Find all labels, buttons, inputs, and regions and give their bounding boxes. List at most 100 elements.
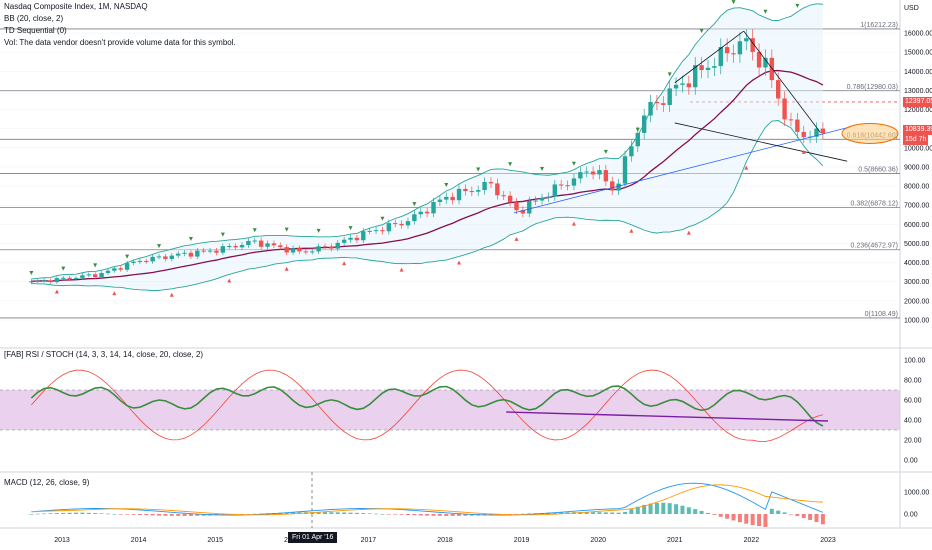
candle-body [622,156,628,184]
macd-histogram-bar [597,512,602,514]
macd-histogram-bar [163,514,168,516]
macd-histogram-bar [125,514,130,515]
macd-histogram-bar [393,514,398,515]
symbol-title[interactable]: Nasdaq Composite Index, 1M, NASDAQ [4,2,148,11]
time-tick-label: 2020 [590,537,606,544]
macd-pane[interactable]: 1000.00 0.00 [29,482,929,527]
candle-body [705,67,711,71]
price-tick-label: 8000.00 [904,184,929,191]
candle-body [86,274,92,276]
macd-histogram-bar [788,514,793,515]
wedge-line-a [674,30,744,84]
td-sell-marker [667,72,672,77]
macd-histogram-bar [661,502,666,514]
candle-body [163,256,168,259]
trendlines[interactable] [513,30,899,214]
candle-body [475,190,481,192]
macd-histogram-bar [86,512,91,514]
candle-body [520,210,526,214]
candle-body [424,211,430,214]
macd-tick-label: 1000.00 [904,490,929,497]
macd-histogram-bar [99,513,104,514]
candle-body [578,172,583,179]
macd-histogram-bar [552,512,557,514]
candle-body [73,277,79,279]
macd-histogram-bar [654,502,659,514]
bb-indicator-legend[interactable]: BB (20, close, 2) [4,14,64,23]
macd-histogram-bar [361,513,366,514]
candle-body [801,131,806,138]
fib-retracement[interactable]: 1(16212.23)0.786(12980.03)0.618(10442.60… [0,22,900,321]
crosshair-date-label: Fri 01 Apr '16 [288,532,338,543]
time-tick-label: 2023 [820,537,836,544]
macd-histogram-bar [731,514,736,521]
td-buy-marker [112,291,117,296]
rsi-stoch-legend[interactable]: [FAB] RSI / STOCH (14, 3, 3, 14, 14, clo… [4,350,204,359]
td-sell-marker [444,183,449,188]
bb-basis-line [31,69,824,282]
candle-body [744,38,749,42]
time-tick-label: 2018 [437,537,453,544]
candle-body [795,119,800,132]
macd-legend[interactable]: MACD (12, 26, close, 9) [4,478,90,487]
macd-histogram-bar [418,514,423,516]
macd-histogram-bar [399,514,404,515]
td-sell-marker [157,244,162,249]
macd-histogram-bar [74,512,79,514]
candle-body [303,251,309,253]
candle-body [195,250,200,257]
macd-histogram-bar [157,514,162,516]
candle-body [431,201,436,214]
macd-histogram-bar [176,514,181,516]
price-tick-label: 15000.00 [904,50,932,57]
candle-body [469,191,475,193]
td-sell-marker [348,226,353,231]
candle-body [533,200,538,202]
macd-histogram-bar [808,514,813,520]
candle-body [718,47,723,67]
candle-body [271,243,277,246]
candle-body [571,178,577,186]
td-sell-marker [795,3,800,8]
candle-body [616,183,621,191]
td-buy-marker [629,228,634,233]
macd-signal-line [31,484,823,516]
candle-body [820,128,826,134]
macd-histogram-bar [93,513,98,514]
macd-histogram-bar [712,514,717,515]
price-axis[interactable]: 16000.00 15000.00 14000.00 13000.00 12000.00… [904,5,932,325]
candle-body [220,246,226,253]
macd-histogram-bar [150,514,155,516]
candle-body [310,251,315,253]
td-sell-marker [763,9,768,14]
candle-body [105,270,111,274]
time-axis[interactable]: 2013201420152016201720182019202020212022… [54,537,836,544]
volume-notice: Vol: The data vendor doesn't provide vol… [4,38,236,47]
candle-body [150,256,155,262]
macd-histogram-bar [763,514,768,527]
macd-histogram-bar [61,512,66,514]
candle-body [507,195,513,203]
fib-level-label: 0.382(6878.12) [851,201,898,208]
candle-body [239,244,245,248]
td-indicator-legend[interactable]: TD Sequential (0) [4,26,67,35]
macd-line [31,482,824,516]
time-tick-label: 2015 [207,537,223,544]
macd-tick-label: 0.00 [904,512,918,519]
price-tick-label: 5000.00 [904,241,929,248]
macd-histogram-bar [48,513,53,514]
macd-histogram-bar [559,512,564,514]
candle-body [501,195,506,197]
time-tick-label: 2013 [54,537,70,544]
macd-histogram-bar [514,514,519,515]
td-buy-marker [54,289,59,294]
highlight-ellipse [841,122,899,144]
macd-histogram-bar [629,509,634,514]
fib-level-label: 0(1108.49) [865,311,898,318]
candle-body [246,240,251,245]
price-tick-label: 13000.00 [904,88,932,95]
candles [29,29,826,285]
price-tick-label: 12000.00 [904,107,932,114]
rsi-stoch-pane[interactable]: 100.00 80.00 60.00 40.00 20.00 0.00 [0,358,926,465]
